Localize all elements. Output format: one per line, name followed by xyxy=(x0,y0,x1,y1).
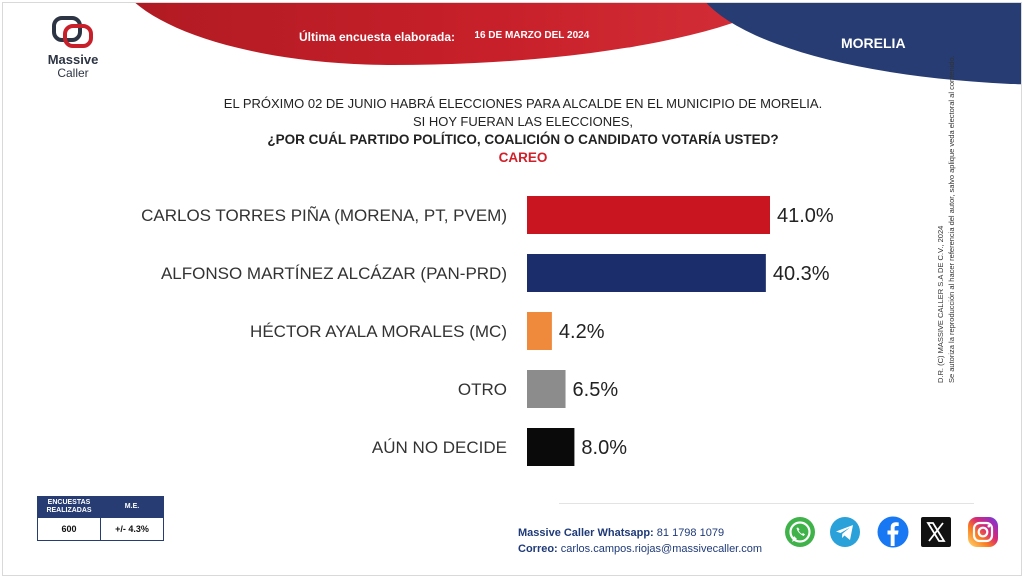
whatsapp-number[interactable]: 81 1798 1079 xyxy=(656,527,725,539)
email-address[interactable]: carlos.campos.riojas@massivecaller.com xyxy=(560,543,763,555)
instagram-icon[interactable] xyxy=(966,515,1000,549)
telegram-icon[interactable] xyxy=(828,515,862,549)
category-label: HÉCTOR AYALA MORALES (MC) xyxy=(250,322,507,341)
category-label: AÚN NO DECIDE xyxy=(372,438,507,457)
margin-error-value: +/- 4.3% xyxy=(100,517,164,541)
bar xyxy=(527,312,552,350)
bar xyxy=(527,196,770,234)
bar xyxy=(527,370,566,408)
copyright-line-2: Se autoriza la reproducción al hacer ref… xyxy=(947,55,956,383)
value-label: 6.5% xyxy=(573,379,619,401)
x-icon[interactable] xyxy=(919,515,953,549)
survey-stats-table: ENCUESTAS REALIZADAS M.E. 600 +/- 4.3% xyxy=(37,496,164,541)
question-line-4: CAREO xyxy=(498,150,548,165)
contact-info: Massive Caller Whatsapp: 81 1798 1079 Co… xyxy=(518,525,762,557)
value-label: 40.3% xyxy=(773,263,830,285)
category-label: OTRO xyxy=(458,380,507,399)
copyright-line-1: D.R. (C) MASSIVE CALLER S.A DE C.V., 202… xyxy=(936,225,945,383)
facebook-icon[interactable] xyxy=(876,515,910,549)
margin-error-header: M.E. xyxy=(100,496,164,518)
logo-text-line2: Caller xyxy=(57,66,89,80)
bar xyxy=(527,428,575,466)
question-line-1: EL PRÓXIMO 02 DE JUNIO HABRÁ ELECCIONES … xyxy=(223,96,823,111)
logo-text-line1: Massive xyxy=(47,52,99,67)
survey-date-label: Última encuesta elaborada: xyxy=(299,30,456,44)
survey-date: Última encuesta elaborada: 16 DE MARZO D… xyxy=(299,30,589,44)
surveys-header: ENCUESTAS REALIZADAS xyxy=(37,496,101,518)
value-label: 4.2% xyxy=(559,321,605,343)
category-label: CARLOS TORRES PIÑA (MORENA, PT, PVEM) xyxy=(141,206,507,225)
footer-divider xyxy=(559,503,974,504)
email-label: Correo: xyxy=(518,543,558,555)
massive-caller-logo: Massive Caller xyxy=(33,15,113,79)
question-line-2: SI HOY FUERAN LAS ELECCIONES, xyxy=(412,114,634,129)
city-label: MORELIA xyxy=(841,35,906,51)
question-line-3: ¿POR CUÁL PARTIDO POLÍTICO, COALICIÓN O … xyxy=(267,132,779,147)
bar-chart: CARLOS TORRES PIÑA (MORENA, PT, PVEM) 41.… xyxy=(141,196,834,466)
logo-icon xyxy=(52,16,93,48)
bar xyxy=(527,254,766,292)
surveys-value: 600 xyxy=(37,517,101,541)
survey-date-value: 16 DE MARZO DEL 2024 xyxy=(474,30,590,41)
value-label: 8.0% xyxy=(581,437,627,459)
whatsapp-icon[interactable] xyxy=(783,515,817,549)
whatsapp-label: Massive Caller Whatsapp: xyxy=(518,527,654,539)
value-label: 41.0% xyxy=(777,205,834,227)
question-block: EL PRÓXIMO 02 DE JUNIO HABRÁ ELECCIONES … xyxy=(113,95,933,167)
category-label: ALFONSO MARTÍNEZ ALCÁZAR (PAN-PRD) xyxy=(161,264,507,283)
